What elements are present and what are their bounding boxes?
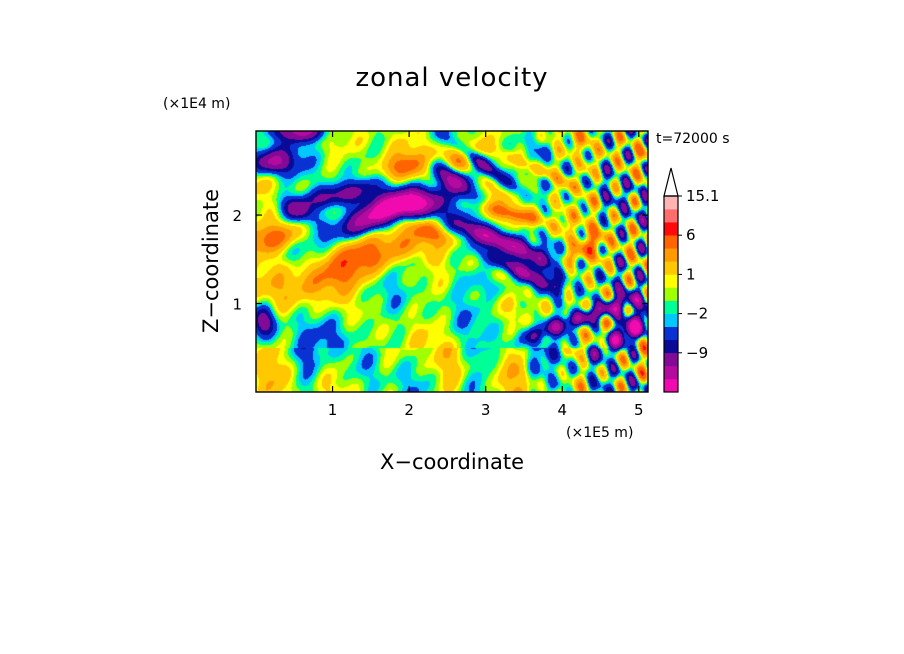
y-axis-label: Z−coordinate (199, 189, 223, 333)
chart-title: zonal velocity (355, 63, 548, 93)
colorbar-extend-triangle (663, 167, 679, 197)
colorbar-swatch (664, 326, 678, 341)
plot-frame (255, 130, 649, 393)
colorbar-label: −2 (686, 305, 708, 323)
colorbar-swatch (664, 300, 678, 314)
colorbar-label: 6 (686, 226, 696, 244)
x-tick-label: 5 (634, 401, 644, 419)
y-axis-ticks: 12 (232, 207, 648, 314)
colorbar-swatch (664, 261, 678, 275)
colorbar-swatch (664, 222, 678, 236)
colorbar-swatch (664, 235, 678, 249)
colorbar-label: 1 (686, 265, 696, 283)
colorbar-swatch (664, 339, 678, 354)
y-tick-label: 2 (232, 207, 242, 225)
time-label: t=72000 s (656, 131, 730, 147)
colorbar-label: 15.1 (686, 187, 719, 205)
heatmap-image (256, 131, 648, 392)
colorbar-swatch (664, 365, 678, 380)
heatmap-field (256, 131, 648, 392)
colorbar-swatch (664, 352, 678, 367)
colorbar-swatch (664, 248, 678, 262)
colorbar-label: −9 (686, 344, 708, 362)
colorbar-frame (663, 195, 679, 393)
colorbar-swatch (664, 378, 678, 393)
x-tick-label: 2 (404, 401, 414, 419)
colorbar-swatch (664, 313, 678, 327)
colorbar-swatch (664, 209, 678, 223)
x-unit-label: (×1E5 m) (566, 425, 633, 441)
y-tick-label: 1 (232, 296, 242, 314)
x-axis-ticks: 1 2 3 4 5 (328, 131, 644, 419)
x-tick-label: 1 (328, 401, 338, 419)
x-axis-label: X−coordinate (380, 450, 524, 474)
colorbar-swatch (664, 196, 678, 210)
colorbar: 15.1 6 1 −2 −9 (663, 167, 719, 393)
colorbar-swatch (664, 287, 678, 301)
x-tick-label: 4 (557, 401, 567, 419)
y-unit-label: (×1E4 m) (163, 96, 230, 112)
colorbar-swatch (664, 274, 678, 288)
x-tick-label: 3 (481, 401, 491, 419)
